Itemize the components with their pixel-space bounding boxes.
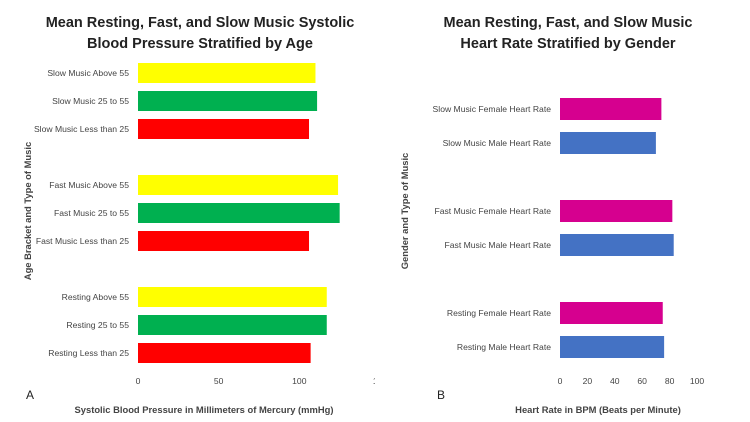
- chart-b-x-tick-label: 80: [665, 376, 675, 386]
- chart-a-bar: [138, 287, 327, 307]
- chart-b-x-tick-label: 100: [690, 376, 705, 386]
- chart-a-title-line-1: Mean Resting, Fast, and Slow Music Systo…: [46, 15, 355, 31]
- chart-b-category-label: Slow Music Female Heart Rate: [433, 104, 552, 114]
- chart-b-x-axis-label: Heart Rate in BPM (Beats per Minute): [515, 404, 681, 415]
- chart-b-y-axis-label: Gender and Type of Music: [399, 153, 410, 270]
- chart-a-title-line-2: Blood Pressure Stratified by Age: [87, 36, 313, 52]
- chart-b-x-tick-label: 0: [558, 376, 563, 386]
- chart-a-x-tick-label: 50: [214, 376, 224, 386]
- chart-b-title-line-2: Heart Rate Stratified by Gender: [460, 36, 675, 52]
- chart-b-bar: [560, 98, 662, 120]
- chart-a-bar: [138, 315, 327, 335]
- chart-a-category-label: Resting Less than 25: [48, 348, 129, 358]
- chart-b-x-tick-label: 20: [583, 376, 593, 386]
- chart-b-bar: [560, 302, 663, 324]
- chart-a-category-label: Slow Music Above 55: [47, 68, 129, 78]
- chart-b-category-label: Slow Music Male Heart Rate: [443, 138, 552, 148]
- chart-b-x-tick-label: 60: [637, 376, 647, 386]
- chart-b-x-tick-label: 40: [610, 376, 620, 386]
- chart-a-bar: [138, 231, 310, 251]
- chart-a-category-label: Resting 25 to 55: [66, 320, 129, 330]
- chart-a-x-axis-label: Systolic Blood Pressure in Millimeters o…: [75, 404, 334, 415]
- chart-a-category-label: Resting Above 55: [62, 292, 130, 302]
- chart-a-category-label: Fast Music Above 55: [49, 180, 129, 190]
- chart-a-bar: [138, 343, 311, 363]
- chart-b-bar: [560, 200, 673, 222]
- chart-a-bar: [138, 119, 310, 139]
- chart-b-category-label: Resting Male Heart Rate: [457, 342, 551, 352]
- chart-b-hr-by-gender: Mean Resting, Fast, and Slow Music Heart …: [399, 15, 705, 415]
- chart-a-y-axis-label: Age Bracket and Type of Music: [22, 142, 33, 280]
- chart-a-category-label: Slow Music Less than 25: [34, 124, 129, 134]
- chart-a-category-label: Slow Music 25 to 55: [52, 96, 129, 106]
- chart-b-bar: [560, 132, 656, 154]
- chart-a-bar: [138, 91, 318, 111]
- chart-a-category-label: Fast Music Less than 25: [36, 236, 129, 246]
- chart-a-panel-label: A: [26, 388, 34, 402]
- chart-a-bar: [138, 175, 339, 195]
- chart-a-bar: [138, 203, 340, 223]
- chart-a-x-tick-label: 0: [136, 376, 141, 386]
- chart-a-bar: [138, 63, 316, 83]
- chart-a-x-tick-label: 150: [373, 376, 375, 386]
- chart-b-panel-label: B: [437, 388, 445, 402]
- chart-b-bar: [560, 234, 674, 256]
- chart-b-category-label: Fast Music Female Heart Rate: [434, 206, 551, 216]
- chart-b-title-line-1: Mean Resting, Fast, and Slow Music: [444, 15, 693, 31]
- chart-a-category-label: Fast Music 25 to 55: [54, 208, 129, 218]
- chart-b-category-label: Fast Music Male Heart Rate: [445, 240, 552, 250]
- chart-b-category-label: Resting Female Heart Rate: [447, 308, 551, 318]
- chart-b-bar: [560, 336, 665, 358]
- chart-a-bp-by-age: Mean Resting, Fast, and Slow Music Systo…: [22, 15, 375, 415]
- chart-a-x-tick-label: 100: [292, 376, 307, 386]
